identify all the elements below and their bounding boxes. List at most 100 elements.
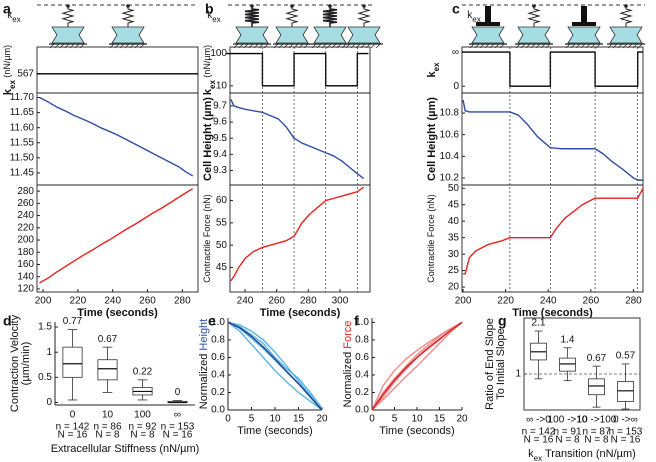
- x-tick-label: 280: [174, 296, 191, 307]
- plot-frame: [461, 92, 644, 186]
- y-tick-label: 50: [216, 240, 228, 251]
- spring: [619, 6, 633, 27]
- N-label: N = 16: [163, 430, 193, 441]
- label-part: Ratio of End Slope: [484, 318, 496, 410]
- data-line: [462, 51, 643, 87]
- x-tick-label: 260: [582, 296, 599, 307]
- label-part: To Initial Slope: [495, 328, 507, 400]
- x-axis-title: Time (seconds): [77, 307, 158, 319]
- x-tick-label: 100: [134, 410, 151, 421]
- x-tick-label: 5: [249, 414, 255, 425]
- label-part: ex: [534, 454, 542, 462]
- x-tick-label: 20: [456, 414, 468, 425]
- y-tick-label: 0.8: [355, 335, 369, 346]
- box: [62, 346, 83, 378]
- y-tick-label: 9.3: [213, 165, 227, 176]
- x-tick-label: 10: [411, 414, 423, 425]
- label-part: Cell Height (µm): [426, 97, 438, 181]
- plot-frame: [36, 46, 199, 94]
- box-value-label: 1.4: [561, 334, 575, 345]
- label-part: Time (seconds): [260, 307, 341, 319]
- label-part: Contraction Velocity: [9, 314, 21, 412]
- x-tick-label: 200: [455, 296, 472, 307]
- rigid-cap: [572, 22, 596, 26]
- y-tick-label: 0.8: [211, 335, 225, 346]
- y-tick-label: 1: [515, 369, 521, 380]
- y-tick-label: 567: [17, 68, 34, 79]
- plot-frame: [229, 184, 371, 293]
- y-axis-title: Normalized Force: [342, 321, 354, 408]
- x-tick-label: 0: [225, 414, 231, 425]
- label-part: Extracellular Stiffness (nN/µm): [51, 443, 200, 455]
- y-tick-label: 0.4: [355, 370, 369, 381]
- box: [588, 378, 605, 396]
- y-tick-label: 0.6: [355, 352, 369, 363]
- y-tick-label: 1.0: [211, 317, 225, 328]
- x-axis-title: Time (seconds): [237, 425, 312, 437]
- y-tick-label: 0.5: [38, 372, 52, 383]
- x-tick-label: 10: [102, 410, 114, 421]
- label-part: Contractile Force (nN): [426, 194, 436, 283]
- label-part: Time (seconds): [237, 425, 312, 437]
- x-tick-label: 20: [316, 414, 328, 425]
- label-part: ex: [212, 15, 220, 24]
- label-part: (nN/µm): [2, 45, 12, 80]
- label-part: Cell Height (µm): [202, 97, 214, 181]
- y-axis-title: Cell Height (µm): [426, 97, 438, 181]
- label-part: k: [426, 71, 438, 78]
- spring: [121, 6, 135, 27]
- y-tick-label: 0.2: [355, 387, 369, 398]
- y-tick-label: 100: [210, 48, 227, 59]
- x-axis-title: Time (seconds): [379, 425, 454, 437]
- y-tick-label: 0.0: [211, 405, 225, 416]
- y-axis-title: kex (nN/µm): [202, 45, 217, 95]
- x-tick-label: 10: [269, 414, 281, 425]
- data-line: [371, 321, 463, 411]
- label-part: ex: [432, 62, 441, 71]
- y-tick-label: 1.5: [38, 322, 52, 333]
- spring: [357, 6, 371, 27]
- box: [559, 357, 576, 372]
- N-label: N = 8: [130, 430, 155, 441]
- x-axis-title: Extracellular Stiffness (nN/µm): [51, 443, 200, 455]
- y-axis-title: Contractile Force (nN): [202, 194, 212, 283]
- data-line: [227, 321, 323, 409]
- y-tick-label: 10: [216, 80, 228, 91]
- x-axis-title: kex Transition (nN/µm): [528, 448, 636, 462]
- cell: [275, 26, 309, 44]
- spring: [61, 6, 75, 27]
- panel-letter: e: [208, 313, 216, 329]
- x-tick-label: 280: [625, 296, 642, 307]
- data-line: [227, 321, 323, 411]
- spring: [244, 6, 260, 27]
- spring: [527, 6, 541, 27]
- n-label: n = 86: [93, 422, 122, 433]
- panel-letter: a: [3, 1, 11, 17]
- data-line: [227, 321, 323, 411]
- y-axis-title: kex: [426, 62, 441, 78]
- y-tick-label: 9.4: [213, 149, 227, 160]
- label-part: Normalized: [198, 351, 210, 410]
- data-line: [462, 99, 643, 181]
- y-tick-label: 10.2: [440, 173, 460, 184]
- y-tick-label: 10.6: [440, 129, 460, 140]
- panel-letter: f: [354, 313, 359, 329]
- y-tick-label: 11.50: [10, 152, 35, 163]
- data-line: [227, 321, 323, 411]
- label-part: k: [2, 88, 14, 95]
- y-tick-label: 240: [17, 210, 34, 221]
- y-tick-label: 35: [448, 232, 460, 243]
- panel-letter: c: [452, 1, 460, 17]
- plot-frame: [36, 184, 199, 293]
- x-tick-label: 220: [70, 296, 87, 307]
- y-axis-title: Contractile Force (nN): [426, 194, 436, 283]
- n-label: n = 153: [161, 422, 195, 433]
- y-tick-label: 11.45: [10, 168, 35, 179]
- data-line: [227, 321, 323, 411]
- n-label: n = 142: [56, 422, 90, 433]
- plot-frame: [229, 92, 371, 186]
- plot-frame: [523, 317, 641, 411]
- label-part: Transition (nN/µm): [542, 448, 636, 460]
- panel-letter: g: [498, 313, 507, 329]
